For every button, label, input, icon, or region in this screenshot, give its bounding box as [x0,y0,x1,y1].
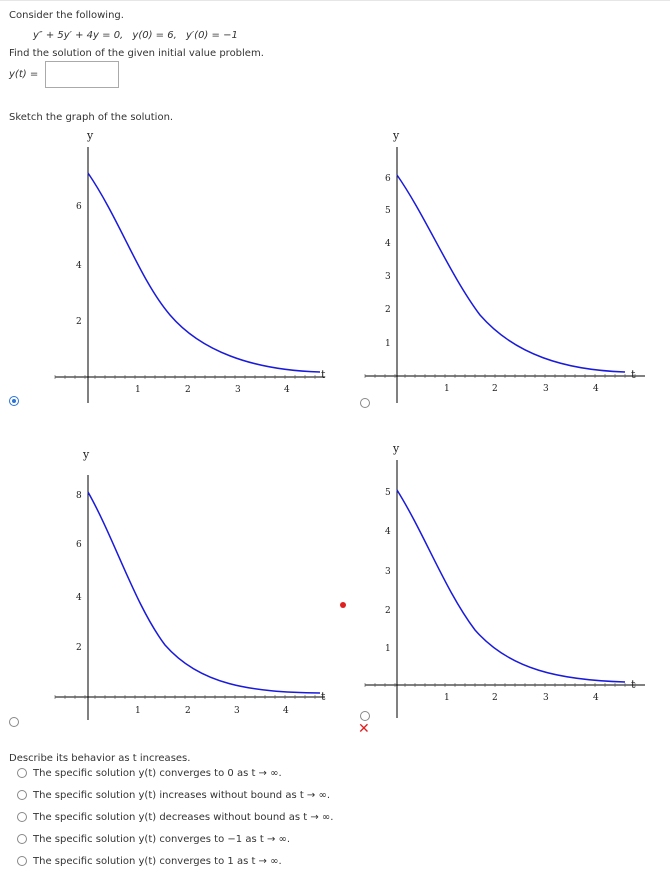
behavior-option-5[interactable]: The specific solution y(t) converges to … [17,854,282,868]
x-tick-3: 3 [235,385,241,395]
x-axis-label: t [321,690,326,703]
x-tick-2: 2 [492,384,498,394]
solution-curve [87,172,321,373]
x-tick-4: 4 [284,385,290,395]
x-tick-4: 4 [283,706,289,716]
behavior-option-label: The specific solution y(t) converges to … [33,855,282,867]
answer-input[interactable] [45,61,119,88]
x-tick-2: 2 [185,706,191,716]
y-tick-1: 1 [385,644,391,654]
radio-icon[interactable] [17,812,27,822]
x-tick-3: 3 [234,706,240,716]
x-axis-label: t [631,678,636,691]
answer-label: y(t) = [9,69,39,80]
radio-icon[interactable] [17,790,27,800]
radio-icon[interactable] [17,856,27,866]
equation-main: y″ + 5y′ + 4y = 0, [33,30,124,41]
initial-condition-1: y(0) = 6, [132,30,177,41]
radio-icon[interactable] [17,834,27,844]
initial-condition-2: y′(0) = −1 [185,30,238,41]
feedback-dot [340,602,346,608]
y-tick-8: 8 [76,491,82,501]
behavior-option-label: The specific solution y(t) converges to … [33,833,291,845]
y-tick-4: 4 [385,239,391,249]
x-tick-1: 1 [135,385,141,395]
x-tick-2: 2 [492,693,498,703]
behavior-option-4[interactable]: The specific solution y(t) converges to … [17,832,290,846]
x-axis-label: t [631,368,636,381]
y-tick-4: 4 [76,261,82,271]
y-axis-label: y [392,129,400,142]
graph-option-4-radio[interactable] [360,711,370,721]
equation: y″ + 5y′ + 4y = 0, y(0) = 6, y′(0) = −1 [33,30,238,41]
y-axis-label: y [86,129,94,142]
behavior-option-label: The specific solution y(t) decreases wit… [33,811,334,823]
y-tick-6: 6 [385,174,391,184]
x-axis-label: t [321,368,326,381]
x-tick-1: 1 [444,693,450,703]
x-tick-3: 3 [543,693,549,703]
y-tick-6: 6 [76,202,82,212]
y-axis-label: y [82,448,90,461]
y-tick-2: 2 [76,317,82,327]
intro-text: Consider the following. [9,10,124,21]
behavior-option-label: The specific solution y(t) converges to … [33,767,282,779]
x-tick-3: 3 [543,384,549,394]
graph-option-2: y 6 5 4 3 2 1 1 2 3 4 t [364,129,645,403]
solution-curve [396,489,626,683]
behavior-option-label: The specific solution y(t) increases wit… [33,789,330,801]
y-tick-5: 5 [385,206,391,216]
y-tick-4: 4 [385,527,391,537]
graph-option-3-radio[interactable] [9,717,19,727]
incorrect-x-icon: ✕ [358,721,370,737]
top-divider [0,0,670,1]
y-tick-2: 2 [385,606,391,616]
y-tick-3: 3 [385,272,391,282]
graph-option-1-radio[interactable] [9,396,19,406]
x-tick-4: 4 [593,384,599,394]
solution-curve [87,491,321,694]
y-tick-2: 2 [385,305,391,315]
task-text: Find the solution of the given initial v… [9,48,264,59]
behavior-option-3[interactable]: The specific solution y(t) decreases wit… [17,810,333,824]
solution-curve [396,174,626,373]
y-tick-1: 1 [385,339,391,349]
sketch-prompt: Sketch the graph of the solution. [9,112,174,123]
y-tick-3: 3 [385,567,391,577]
graph-option-2-radio[interactable] [360,398,370,408]
graph-option-3: y 8 6 4 2 1 2 3 4 t [54,448,326,720]
behavior-option-2[interactable]: The specific solution y(t) increases wit… [17,788,330,802]
graph-option-1: y 6 4 2 1 2 3 4 t [54,129,326,403]
y-tick-5: 5 [385,488,391,498]
x-tick-2: 2 [185,385,191,395]
behavior-option-1[interactable]: The specific solution y(t) converges to … [17,766,282,780]
y-tick-6: 6 [76,540,82,550]
y-tick-2: 2 [76,643,82,653]
x-tick-4: 4 [593,693,599,703]
behavior-prompt: Describe its behavior as t increases. [9,753,191,764]
x-tick-1: 1 [444,384,450,394]
radio-icon[interactable] [17,768,27,778]
y-tick-4: 4 [76,593,82,603]
y-axis-label: y [392,442,400,455]
x-tick-1: 1 [135,706,141,716]
graph-option-4: y 5 4 3 2 1 1 2 3 4 t [364,442,645,718]
